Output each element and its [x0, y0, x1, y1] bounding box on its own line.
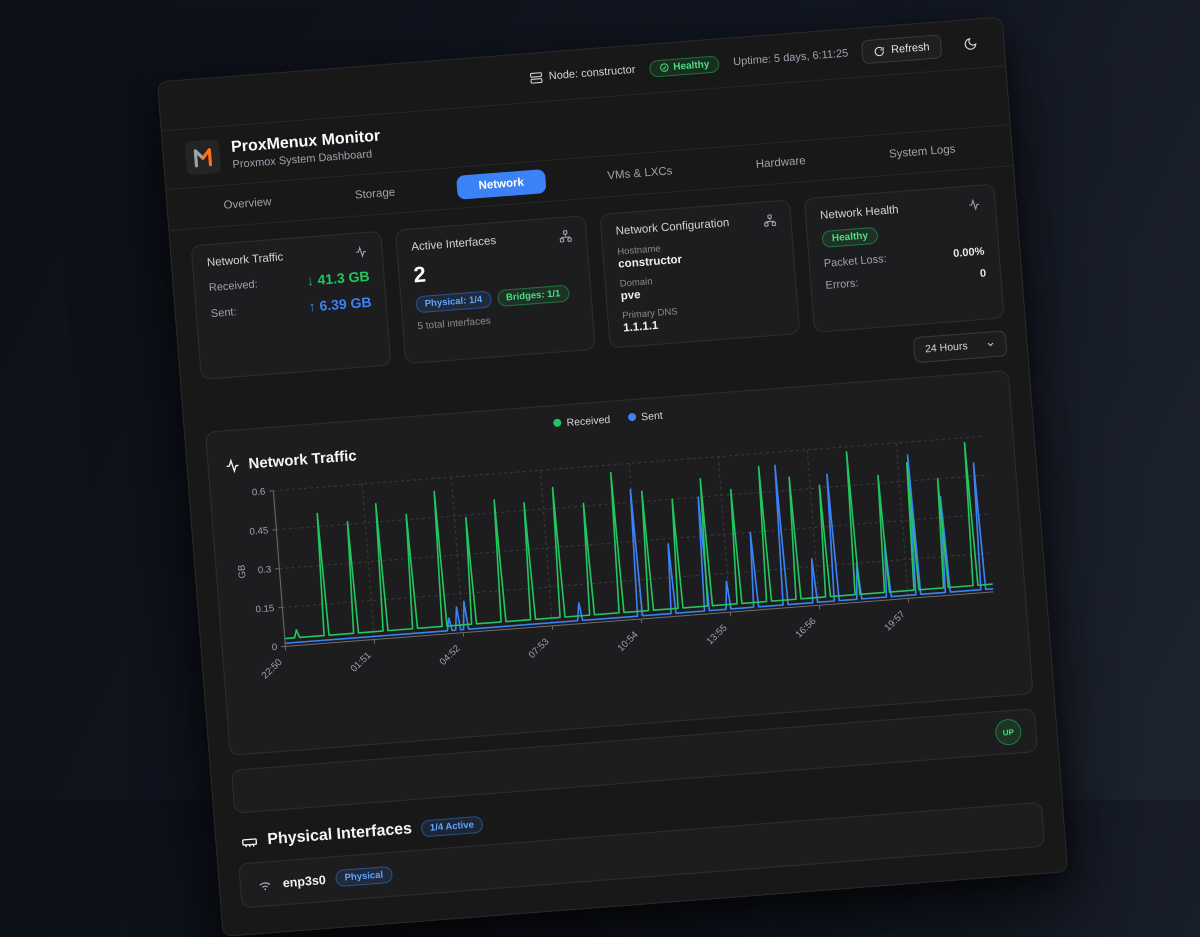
svg-text:07:53: 07:53: [527, 636, 552, 660]
svg-text:10:54: 10:54: [616, 629, 641, 654]
received-value: ↓ 41.3 GB: [306, 268, 370, 289]
moon-icon: [963, 37, 978, 52]
tab-overview[interactable]: Overview: [201, 188, 295, 219]
activity-icon: [967, 198, 981, 212]
server-icon: [529, 70, 543, 84]
physical-count-badge: Physical: 1/4: [415, 291, 492, 314]
chevron-down-icon: [985, 339, 996, 350]
hierarchy-icon: [763, 213, 777, 227]
svg-text:22:50: 22:50: [260, 657, 285, 681]
theme-toggle-button[interactable]: [954, 28, 986, 60]
health-status-badge: Healthy: [821, 227, 878, 248]
network-health-card: Network Health Healthy Packet Loss: 0.00…: [804, 184, 1005, 333]
wifi-icon: [256, 876, 273, 893]
main-content: Network Traffic Received: ↓ 41.3 GB Sent…: [169, 166, 1067, 936]
card-title: Network Traffic: [207, 251, 284, 269]
errors-label: Errors:: [825, 277, 859, 291]
svg-text:16:56: 16:56: [794, 616, 819, 640]
health-badge: Healthy: [649, 55, 720, 77]
svg-text:GB: GB: [236, 564, 248, 579]
active-count-badge: 1/4 Active: [420, 815, 483, 837]
svg-text:0: 0: [272, 642, 278, 653]
interface-name: enp3s0: [282, 872, 326, 889]
tab-vms-lxcs[interactable]: VMs & LXCs: [585, 158, 696, 190]
bridges-count-badge: Bridges: 1/1: [496, 285, 569, 308]
uptime-text: Uptime: 5 days, 6:11:25: [733, 47, 849, 68]
received-dot: [553, 419, 562, 428]
sent-label: Sent:: [210, 306, 237, 320]
svg-text:13:55: 13:55: [705, 623, 730, 647]
tab-network[interactable]: Network: [456, 169, 547, 200]
card-title: Network Health: [820, 204, 899, 222]
card-title: Network Configuration: [615, 217, 729, 238]
section-title: Physical Interfaces: [267, 820, 413, 849]
total-interfaces-text: 5 total interfaces: [417, 309, 578, 332]
errors-value: 0: [980, 268, 987, 280]
svg-text:0.45: 0.45: [249, 525, 269, 537]
svg-text:19:57: 19:57: [883, 609, 908, 633]
legend-sent: Sent: [628, 410, 663, 425]
svg-text:0.3: 0.3: [258, 564, 272, 576]
sent-value: ↑ 6.39 GB: [308, 294, 372, 315]
dashboard-window: Node: constructor Healthy Uptime: 5 days…: [157, 16, 1068, 937]
tab-storage[interactable]: Storage: [332, 179, 418, 209]
node-label: Node: constructor: [548, 64, 635, 83]
check-circle-icon: [659, 62, 670, 73]
up-status-badge: UP: [994, 718, 1022, 746]
activity-icon: [224, 457, 241, 474]
refresh-button[interactable]: Refresh: [861, 34, 942, 64]
svg-text:04:52: 04:52: [438, 643, 463, 667]
network-traffic-card: Network Traffic Received: ↓ 41.3 GB Sent…: [191, 231, 392, 380]
svg-text:01:51: 01:51: [349, 650, 374, 674]
received-label: Received:: [208, 278, 258, 294]
network-nodes-icon: [559, 229, 573, 243]
time-range-select[interactable]: 24 Hours: [913, 330, 1007, 363]
packet-loss-value: 0.00%: [953, 246, 985, 260]
card-title: Active Interfaces: [411, 235, 497, 253]
ethernet-icon: [240, 832, 259, 851]
node-info: Node: constructor: [529, 63, 636, 84]
interface-count: 2: [413, 250, 576, 288]
tab-system-logs[interactable]: System Logs: [866, 136, 978, 168]
active-interfaces-card: Active Interfaces 2 Physical: 1/4 Bridge…: [395, 215, 596, 364]
packet-loss-label: Packet Loss:: [823, 253, 887, 270]
tab-hardware[interactable]: Hardware: [733, 147, 828, 178]
refresh-icon: [874, 45, 886, 57]
activity-icon: [354, 245, 368, 259]
svg-text:0.6: 0.6: [252, 487, 266, 499]
network-configuration-card: Network Configuration Hostname construct…: [599, 199, 800, 348]
svg-text:0.15: 0.15: [255, 603, 275, 615]
sent-dot: [628, 413, 637, 422]
proxmenux-logo: [185, 139, 222, 176]
interface-type-badge: Physical: [335, 866, 393, 887]
